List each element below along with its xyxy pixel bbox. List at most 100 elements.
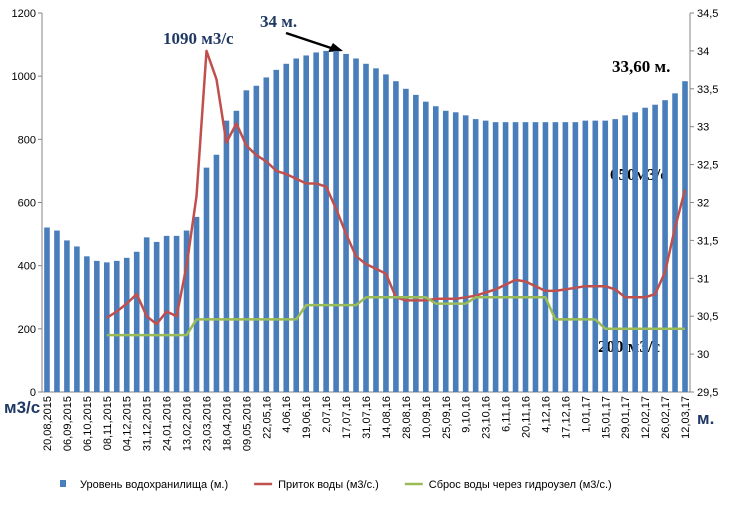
y-tick-label: 400 — [18, 261, 36, 273]
bar — [413, 94, 419, 392]
bar — [522, 122, 529, 392]
legend-swatch — [60, 480, 66, 487]
bar — [492, 122, 499, 392]
bar — [462, 115, 469, 392]
bar — [183, 230, 190, 392]
bar — [273, 69, 280, 392]
x-tick-label: 17,12,16 — [560, 396, 572, 439]
bar — [363, 63, 369, 392]
bar — [612, 119, 619, 393]
bar — [293, 58, 300, 392]
annotation: 33,60 м. — [612, 57, 670, 76]
y-tick-label: 600 — [18, 198, 36, 210]
x-tick-label: 31,07,16 — [361, 396, 373, 439]
bar — [283, 63, 290, 392]
y2-tick-label: 30,5 — [697, 311, 718, 323]
bar — [373, 68, 379, 393]
y-tick-label: 1000 — [12, 71, 36, 83]
x-tick-label: 22,05,16 — [261, 396, 273, 439]
bar — [423, 101, 429, 392]
x-tick-label: 20,11,16 — [521, 396, 533, 438]
bar — [512, 122, 519, 392]
line — [106, 296, 685, 337]
bar — [133, 251, 140, 392]
bar — [672, 93, 678, 393]
x-tick-label: 2,07,16 — [321, 396, 333, 433]
bar — [153, 241, 160, 392]
y2-tick-label: 34 — [697, 46, 709, 58]
x-tick-label: 18,04,2016 — [221, 396, 233, 451]
bar — [243, 90, 250, 392]
bar — [642, 107, 648, 392]
bar — [263, 77, 270, 393]
y2-tick-label: 31,5 — [697, 235, 718, 247]
bar — [64, 240, 70, 392]
bar — [572, 122, 579, 392]
x-tick-label: 06,10,2015 — [82, 396, 94, 451]
legend-label: Приток воды (м3/с.) — [278, 479, 379, 491]
bar — [502, 122, 509, 392]
y-tick-label: 800 — [18, 134, 36, 146]
y2-tick-label: 32 — [697, 198, 709, 210]
bar — [253, 85, 260, 392]
bar — [193, 216, 200, 392]
bar — [113, 260, 120, 392]
bar — [602, 120, 609, 393]
bar — [542, 122, 549, 392]
y2-axis-label: м. — [697, 409, 714, 428]
bar — [552, 122, 559, 392]
legend-label: Сброс воды через гидроузел (м3/с.) — [429, 479, 612, 491]
arrow — [285, 31, 335, 51]
x-tick-label: 28,08,16 — [401, 396, 413, 439]
bar — [213, 154, 220, 392]
bar — [472, 119, 479, 393]
x-tick-label: 24,01,2016 — [162, 396, 174, 451]
bar — [223, 120, 230, 393]
x-tick-label: 17,07,16 — [341, 396, 353, 439]
y2-tick-label: 31 — [697, 273, 709, 285]
y-tick-label: 200 — [18, 324, 36, 336]
bar — [592, 120, 599, 393]
bar — [442, 110, 449, 393]
x-tick-label: 26,02,17 — [660, 396, 672, 439]
annotation: 34 м. — [260, 12, 297, 31]
x-tick-label: 04,12,2015 — [122, 396, 134, 451]
x-tick-label: 09,05,2016 — [241, 396, 253, 451]
y2-tick-label: 30 — [697, 349, 709, 361]
x-tick-label: 14,08,16 — [381, 396, 393, 439]
y2-tick-label: 29,5 — [697, 387, 718, 399]
bar — [313, 52, 319, 392]
x-tick-label: 23,10,16 — [481, 396, 493, 439]
bar — [403, 88, 409, 393]
bar — [652, 104, 658, 392]
bar — [353, 58, 359, 392]
x-tick-label: 6,11,16 — [501, 396, 513, 432]
x-tick-label: 29,01,17 — [620, 396, 632, 439]
bar — [303, 55, 309, 393]
bar — [123, 257, 130, 392]
x-tick-label: 25,09,16 — [441, 396, 453, 439]
bar — [233, 110, 240, 393]
x-tick-label: 12,02,17 — [640, 396, 652, 439]
x-tick-label: 23,03,2016 — [201, 396, 213, 451]
y2-tick-label: 33,5 — [697, 84, 718, 96]
bar — [163, 235, 170, 392]
bar — [84, 256, 90, 392]
bar — [94, 260, 100, 392]
x-tick-label: 19,06,16 — [301, 396, 313, 439]
y-tick-label: 0 — [30, 387, 36, 399]
y2-tick-label: 33 — [697, 122, 709, 134]
bar — [622, 115, 628, 392]
x-tick-label: 12,03,17 — [680, 396, 692, 439]
bar — [532, 122, 539, 392]
y2-tick-label: 32,5 — [697, 160, 718, 172]
x-tick-label: 20,08,2015 — [42, 396, 54, 451]
y-axis-label: м3/с — [4, 398, 40, 417]
x-tick-label: 06,09,2015 — [62, 396, 74, 451]
x-tick-label: 9,10,16 — [461, 396, 473, 433]
arrowhead — [328, 43, 343, 52]
bar — [203, 167, 210, 392]
bar — [432, 106, 439, 392]
x-tick-label: 31,12,2015 — [142, 396, 154, 451]
